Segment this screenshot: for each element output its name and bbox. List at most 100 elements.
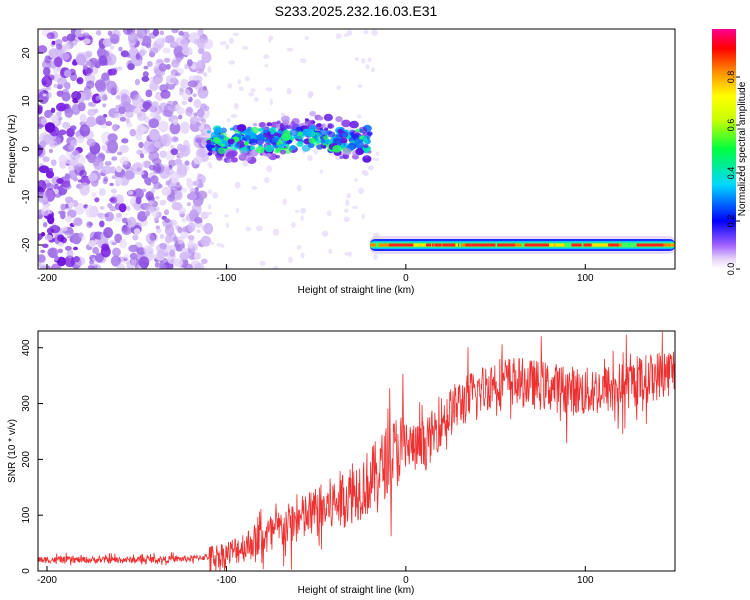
noise-blob: [248, 92, 255, 97]
noise-blob: [126, 53, 131, 58]
snr-x-tick-label: -200: [37, 575, 57, 586]
noise-blob: [200, 235, 212, 247]
noise-blob: [107, 30, 113, 36]
noise-blob: [109, 33, 120, 45]
noise-blob: [53, 183, 59, 191]
noise-blob: [367, 57, 372, 63]
meteor-blob: [256, 133, 266, 141]
noise-blob: [207, 189, 213, 195]
noise-blob: [117, 151, 123, 156]
noise-blob: [62, 226, 68, 232]
noise-blob: [39, 140, 47, 148]
noise-blob: [319, 169, 323, 174]
noise-blob: [328, 248, 333, 254]
noise-blob: [139, 153, 145, 159]
meteor-blob: [302, 128, 312, 136]
meteor-blob: [212, 137, 221, 144]
noise-blob: [173, 45, 185, 58]
noise-blob: [152, 254, 158, 259]
noise-blob: [159, 242, 167, 250]
noise-blob: [79, 124, 91, 137]
noise-blob: [119, 156, 130, 166]
noise-blob: [101, 243, 110, 251]
noise-blob: [47, 215, 55, 225]
noise-blob: [110, 196, 117, 204]
noise-blob: [164, 218, 171, 223]
meteor-blob: [322, 135, 329, 141]
noise-blob: [111, 156, 118, 161]
noise-blob: [189, 187, 196, 193]
noise-blob: [254, 96, 259, 102]
noise-blob: [171, 40, 178, 47]
meteor-blob: [265, 152, 272, 158]
noise-blob: [159, 199, 167, 206]
noise-blob: [269, 98, 274, 106]
noise-blob: [102, 103, 107, 108]
ground-echo-peak: [426, 243, 432, 247]
colorbar-tick-label: 0.0: [726, 263, 736, 276]
noise-blob: [102, 94, 108, 101]
noise-blob: [87, 101, 93, 107]
noise-blob: [95, 115, 107, 126]
noise-blob: [373, 253, 378, 260]
meteor-blob: [216, 155, 223, 161]
noise-blob: [136, 124, 145, 135]
noise-blob: [296, 245, 302, 250]
noise-blob: [346, 193, 352, 199]
noise-blob: [67, 165, 75, 172]
noise-blob: [148, 118, 160, 129]
noise-blob: [41, 75, 53, 88]
noise-blob: [149, 128, 160, 141]
meteor-blob: [367, 131, 373, 136]
colorbar-ticks: 0.0 0.2 0.4 0.6 0.8: [726, 71, 740, 276]
noise-blob: [182, 187, 187, 193]
noise-blob: [143, 245, 152, 254]
noise-blob: [42, 93, 47, 97]
meteor-blob: [220, 143, 225, 147]
noise-blob: [169, 77, 179, 84]
noise-blob: [176, 143, 184, 152]
noise-blob: [46, 92, 52, 99]
noise-blob: [136, 247, 146, 255]
noise-blob: [151, 210, 160, 218]
noise-blob: [135, 196, 142, 205]
noise-blob: [268, 36, 272, 43]
noise-blob: [69, 125, 77, 131]
noise-blob: [182, 46, 190, 54]
noise-blob: [94, 252, 104, 263]
noise-blob: [171, 59, 180, 68]
noise-blob: [40, 117, 48, 125]
noise-blob: [234, 181, 241, 189]
noise-blob: [266, 165, 273, 173]
noise-blob: [159, 233, 165, 240]
noise-blob: [245, 226, 252, 232]
noise-blob: [142, 188, 147, 192]
noise-blob: [158, 120, 169, 133]
noise-blob: [158, 63, 167, 72]
noise-blob: [165, 63, 171, 70]
noise-blob: [127, 63, 135, 71]
heatmap-y-tick-label: -10: [21, 189, 32, 204]
noise-blob: [83, 65, 88, 70]
noise-blob: [363, 170, 369, 177]
noise-blob: [193, 155, 203, 165]
ground-echo-peak: [586, 243, 597, 247]
noise-blob: [186, 59, 193, 67]
snr-x-axis-label: Height of straight line (km): [298, 585, 415, 596]
heatmap-x-tick-label: -100: [216, 273, 236, 284]
noise-blob: [159, 134, 169, 145]
noise-blob: [299, 58, 307, 64]
ground-echo-peak: [461, 243, 472, 247]
noise-blob: [41, 205, 51, 217]
noise-blob: [304, 36, 309, 40]
noise-blob: [48, 48, 59, 59]
noise-blob: [114, 194, 125, 205]
noise-blob: [58, 105, 64, 111]
noise-blob: [111, 175, 117, 180]
noise-blob: [73, 165, 78, 170]
noise-blob: [344, 208, 349, 213]
noise-blob: [149, 47, 159, 55]
meteor-blob: [249, 138, 258, 146]
noise-blob: [115, 177, 123, 185]
noise-blob: [42, 243, 49, 249]
